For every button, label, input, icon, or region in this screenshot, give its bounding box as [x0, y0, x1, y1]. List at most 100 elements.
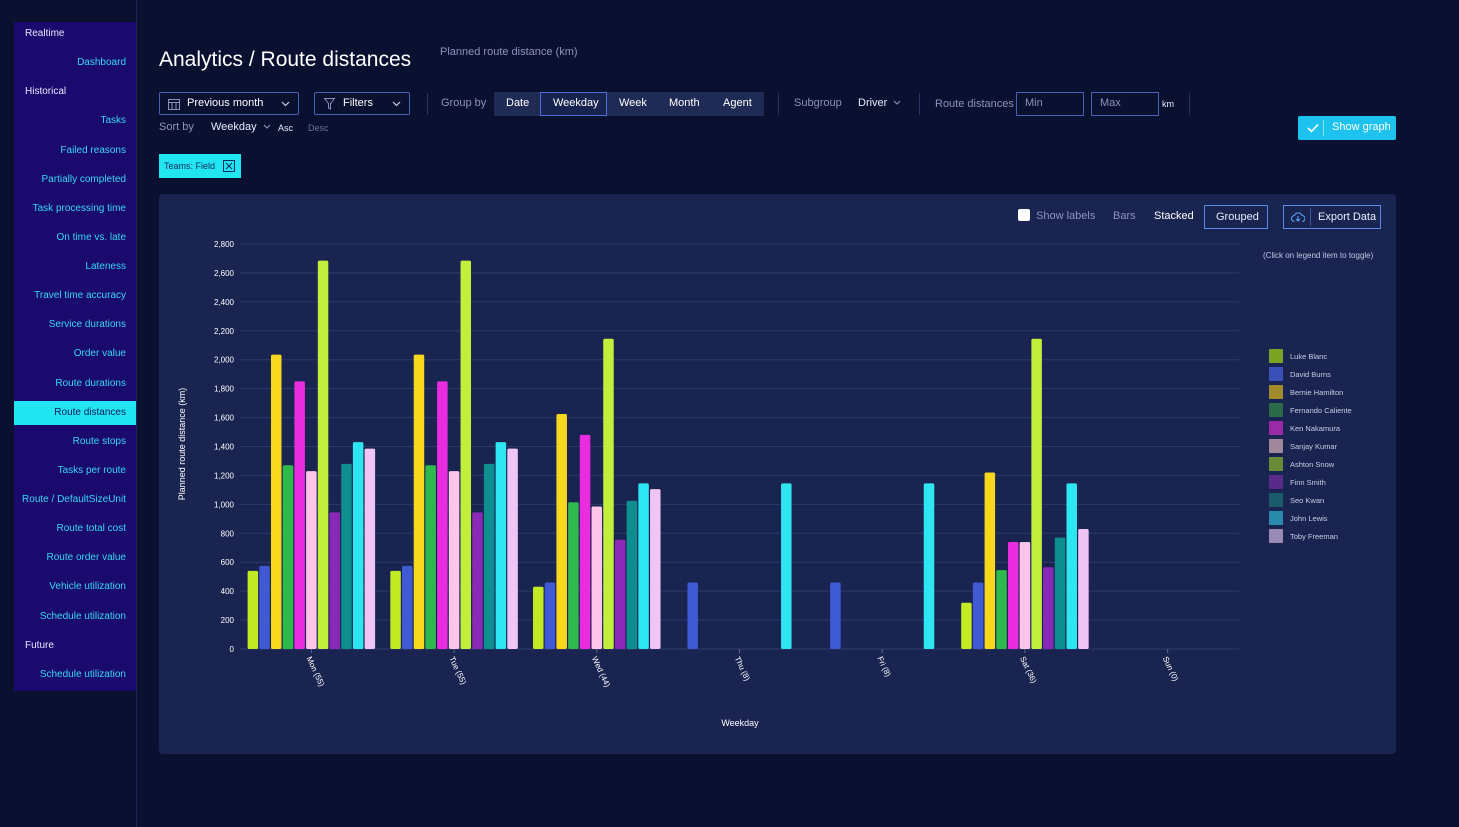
- bar[interactable]: [437, 381, 448, 649]
- bar[interactable]: [329, 512, 341, 649]
- group-by-date[interactable]: Date: [506, 97, 530, 109]
- sort-asc-button[interactable]: Asc: [278, 123, 294, 133]
- sidebar-item-route-default-size-unit[interactable]: Route / DefaultSizeUnit: [22, 494, 126, 505]
- bar[interactable]: [294, 381, 305, 649]
- bar[interactable]: [390, 570, 401, 649]
- sidebar-item-tasks[interactable]: Tasks: [100, 115, 126, 126]
- group-by-month[interactable]: Month: [669, 97, 700, 109]
- bar[interactable]: [341, 463, 352, 649]
- max-distance-input[interactable]: Max: [1091, 92, 1159, 116]
- sidebar-item-service-durations[interactable]: Service durations: [48, 319, 126, 330]
- sort-desc-button[interactable]: Desc: [308, 123, 329, 133]
- bar[interactable]: [961, 602, 972, 649]
- legend-item[interactable]: Toby Freeman: [1269, 529, 1338, 543]
- bar[interactable]: [830, 582, 841, 649]
- legend-item[interactable]: John Lewis: [1269, 511, 1328, 525]
- bar[interactable]: [402, 565, 413, 649]
- bar[interactable]: [614, 539, 626, 649]
- filters-dropdown[interactable]: Filters: [314, 92, 410, 115]
- sidebar-item-future-schedule-utilization[interactable]: Schedule utilization: [39, 669, 126, 680]
- bar[interactable]: [603, 338, 614, 649]
- stacked-toggle[interactable]: Stacked: [1154, 210, 1194, 222]
- bar[interactable]: [306, 471, 317, 649]
- sidebar-item-order-value[interactable]: Order value: [73, 348, 126, 359]
- bar[interactable]: [568, 502, 579, 649]
- bar[interactable]: [687, 582, 698, 649]
- legend-item[interactable]: Bernie Hamilton: [1269, 385, 1343, 399]
- bar[interactable]: [364, 448, 376, 649]
- legend-item[interactable]: David Burns: [1269, 367, 1331, 381]
- bar[interactable]: [1031, 338, 1042, 649]
- bar[interactable]: [413, 354, 425, 649]
- sidebar-item-partially-completed[interactable]: Partially completed: [41, 174, 126, 185]
- export-data-button[interactable]: Export Data: [1283, 205, 1381, 229]
- show-labels-checkbox[interactable]: [1018, 209, 1030, 221]
- bar[interactable]: [544, 582, 556, 649]
- sidebar-item-dashboard[interactable]: Dashboard: [77, 57, 126, 68]
- bar[interactable]: [1078, 528, 1089, 649]
- min-distance-input[interactable]: Min: [1016, 92, 1084, 116]
- sidebar-item-on-time-vs-late[interactable]: On time vs. late: [56, 232, 126, 243]
- bar[interactable]: [259, 565, 270, 649]
- sidebar-item-vehicle-utilization[interactable]: Vehicle utilization: [49, 581, 126, 592]
- legend-item[interactable]: Luke Blanc: [1269, 349, 1327, 363]
- bar[interactable]: [483, 463, 495, 649]
- bar[interactable]: [996, 570, 1007, 649]
- sidebar-item-travel-time-accuracy[interactable]: Travel time accuracy: [34, 290, 126, 301]
- bar[interactable]: [1019, 541, 1031, 649]
- sidebar-item-route-stops[interactable]: Route stops: [72, 436, 126, 447]
- sidebar-item-route-distances[interactable]: Route distances: [14, 401, 136, 425]
- bar[interactable]: [781, 483, 792, 649]
- bar[interactable]: [317, 260, 329, 649]
- legend-item[interactable]: Finn Smith: [1269, 475, 1326, 489]
- bar[interactable]: [650, 489, 661, 649]
- bar[interactable]: [923, 483, 935, 649]
- sort-by-dropdown[interactable]: Weekday: [211, 121, 271, 133]
- bar[interactable]: [448, 471, 460, 649]
- legend-item[interactable]: Ashton Snow: [1269, 457, 1335, 471]
- bar[interactable]: [638, 483, 649, 649]
- bar[interactable]: [533, 586, 544, 649]
- sidebar-item-lateness[interactable]: Lateness: [85, 261, 126, 272]
- bar[interactable]: [271, 354, 282, 649]
- bar[interactable]: [579, 434, 591, 649]
- sidebar-item-failed-reasons[interactable]: Failed reasons: [60, 145, 126, 156]
- legend-item[interactable]: Fernando Caliente: [1269, 403, 1352, 417]
- bar[interactable]: [460, 260, 472, 649]
- bar[interactable]: [425, 465, 436, 649]
- bar[interactable]: [556, 413, 567, 649]
- legend-item[interactable]: Sanjay Kumar: [1269, 439, 1338, 453]
- bar[interactable]: [1054, 537, 1066, 649]
- bar[interactable]: [282, 465, 294, 649]
- bar[interactable]: [972, 582, 984, 649]
- grouped-label: Grouped: [1216, 211, 1259, 223]
- sidebar-item-tasks-per-route[interactable]: Tasks per route: [57, 465, 126, 476]
- period-dropdown[interactable]: Previous month: [159, 92, 299, 115]
- bar[interactable]: [352, 442, 364, 649]
- group-by-agent[interactable]: Agent: [723, 97, 752, 109]
- sidebar-item-route-durations[interactable]: Route durations: [55, 378, 126, 389]
- subgroup-dropdown[interactable]: Driver: [858, 97, 901, 109]
- bar[interactable]: [591, 506, 603, 649]
- bar[interactable]: [1007, 541, 1019, 649]
- bar[interactable]: [247, 570, 259, 649]
- export-data-label: Export Data: [1318, 211, 1377, 223]
- bar[interactable]: [507, 448, 518, 649]
- bar[interactable]: [1043, 567, 1054, 649]
- sidebar-item-schedule-utilization[interactable]: Schedule utilization: [39, 611, 126, 622]
- bar[interactable]: [1066, 483, 1077, 649]
- bar[interactable]: [495, 442, 507, 649]
- sidebar-item-route-total-cost[interactable]: Route total cost: [56, 523, 126, 534]
- bar[interactable]: [472, 512, 483, 649]
- bar[interactable]: [984, 472, 996, 649]
- bar[interactable]: [626, 500, 638, 649]
- sidebar-item-task-processing-time[interactable]: Task processing time: [32, 203, 126, 214]
- show-graph-button[interactable]: Show graph: [1298, 116, 1396, 140]
- legend-item[interactable]: Seo Kwan: [1269, 493, 1324, 507]
- group-by-weekday[interactable]: Weekday: [540, 92, 607, 116]
- legend-item[interactable]: Ken Nakamura: [1269, 421, 1341, 435]
- sidebar-item-route-order-value[interactable]: Route order value: [46, 552, 127, 563]
- grouped-toggle[interactable]: Grouped: [1204, 205, 1268, 229]
- group-by-week[interactable]: Week: [619, 97, 647, 109]
- close-icon[interactable]: [223, 160, 235, 172]
